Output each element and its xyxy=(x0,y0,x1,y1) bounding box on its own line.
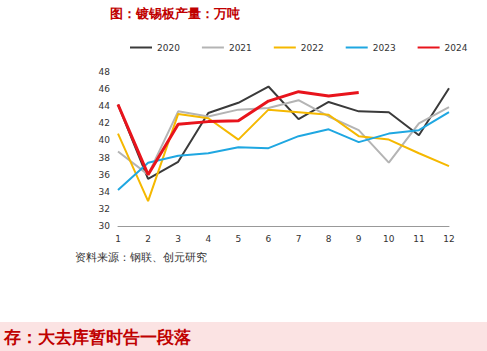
svg-text:36: 36 xyxy=(99,170,111,180)
svg-text:34: 34 xyxy=(99,187,111,197)
svg-text:9: 9 xyxy=(356,234,362,244)
svg-text:40: 40 xyxy=(99,135,111,145)
svg-text:42: 42 xyxy=(99,118,110,128)
svg-text:7: 7 xyxy=(296,234,302,244)
svg-text:38: 38 xyxy=(99,153,111,163)
svg-text:3: 3 xyxy=(175,234,181,244)
svg-text:30: 30 xyxy=(99,221,111,231)
svg-text:2024: 2024 xyxy=(445,43,468,53)
svg-text:图：镀锡板产量：万吨: 图：镀锡板产量：万吨 xyxy=(110,6,240,21)
svg-text:4: 4 xyxy=(205,234,211,244)
svg-text:6: 6 xyxy=(266,234,272,244)
svg-text:46: 46 xyxy=(99,84,111,94)
svg-text:2021: 2021 xyxy=(229,43,252,53)
svg-text:44: 44 xyxy=(99,101,111,111)
svg-text:8: 8 xyxy=(326,234,332,244)
svg-text:1: 1 xyxy=(115,234,121,244)
svg-text:资料来源：钢联、创元研究: 资料来源：钢联、创元研究 xyxy=(75,251,207,264)
svg-text:2020: 2020 xyxy=(157,43,180,53)
svg-text:11: 11 xyxy=(413,234,424,244)
svg-text:12: 12 xyxy=(443,234,454,244)
svg-text:48: 48 xyxy=(99,67,111,77)
svg-text:存：大去库暂时告一段落: 存：大去库暂时告一段落 xyxy=(3,327,191,347)
svg-text:2: 2 xyxy=(145,234,151,244)
svg-text:10: 10 xyxy=(383,234,395,244)
svg-text:2022: 2022 xyxy=(301,43,324,53)
svg-text:2023: 2023 xyxy=(373,43,396,53)
svg-text:32: 32 xyxy=(99,204,110,214)
svg-text:5: 5 xyxy=(235,234,241,244)
